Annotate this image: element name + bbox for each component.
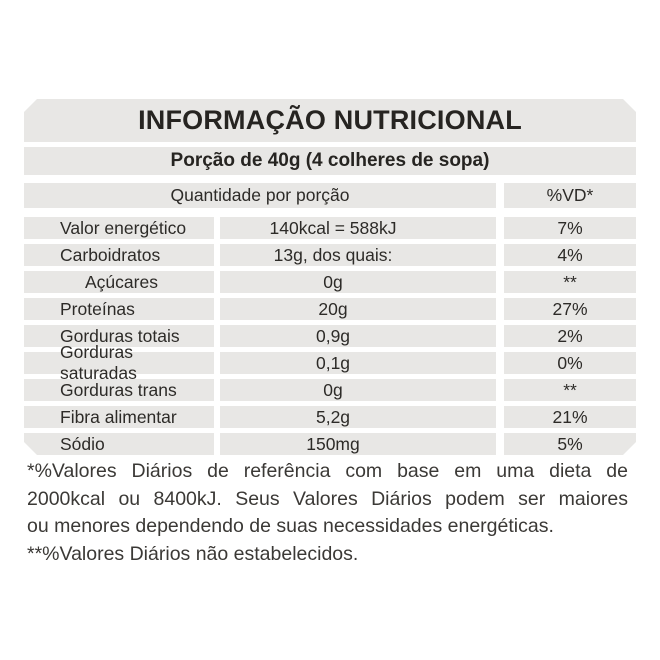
nutrient-name: Carboidratos	[24, 244, 214, 266]
nutrient-name: Gorduras totais	[24, 325, 214, 347]
nutrient-name: Valor energético	[24, 217, 214, 239]
nutrient-row: Gorduras totais 0,9g 2%	[24, 325, 636, 347]
column-header-quantity: Quantidade por porção	[24, 183, 496, 208]
nutrient-row: Sódio 150mg 5%	[24, 433, 636, 455]
nutrient-dv: 4%	[504, 244, 636, 266]
nutrient-amount: 0g	[220, 379, 496, 401]
nutrition-table: INFORMAÇÃO NUTRICIONAL Porção de 40g (4 …	[24, 99, 636, 455]
nutrient-dv: 7%	[504, 217, 636, 239]
nutrient-dv: 5%	[504, 433, 636, 455]
nutrient-rows: Valor energético 140kcal = 588kJ 7% Carboid…	[24, 217, 636, 455]
nutrient-name: Proteínas	[24, 298, 214, 320]
nutrient-row: Valor energético 140kcal = 588kJ 7%	[24, 217, 636, 239]
nutrient-amount: 0,9g	[220, 325, 496, 347]
nutrient-row: Carboidratos 13g, dos quais: 4%	[24, 244, 636, 266]
nutrient-amount: 0,1g	[220, 352, 496, 374]
footnotes: *%Valores Diários de referência com base…	[27, 458, 628, 568]
portion-size: Porção de 40g (4 colheres de sopa)	[24, 147, 636, 175]
nutrient-name: Açúcares	[24, 271, 214, 293]
nutrient-row: Fibra alimentar 5,2g 21%	[24, 406, 636, 428]
nutrient-row: Proteínas 20g 27%	[24, 298, 636, 320]
nutrient-dv: 0%	[504, 352, 636, 374]
footnote-line-3: ou menores dependendo de suas necessidad…	[27, 515, 554, 537]
nutrient-amount: 150mg	[220, 433, 496, 455]
nutrient-dv: 27%	[504, 298, 636, 320]
footnote-line-2: 2000kcal ou 8400kJ. Seus Valores Diários…	[27, 487, 628, 510]
nutrient-row: Gorduras trans 0g **	[24, 379, 636, 401]
nutrient-amount: 13g, dos quais:	[220, 244, 496, 266]
nutrient-row: Açúcares 0g **	[24, 271, 636, 293]
nutrition-title: INFORMAÇÃO NUTRICIONAL	[24, 99, 636, 142]
nutrient-amount: 20g	[220, 298, 496, 320]
nutrient-dv: 21%	[504, 406, 636, 428]
nutrient-name: Fibra alimentar	[24, 406, 214, 428]
nutrient-amount: 5,2g	[220, 406, 496, 428]
footnote-line-1: *%Valores Diários de referência com base…	[27, 460, 628, 482]
table-header-row: Quantidade por porção %VD*	[24, 183, 636, 208]
nutrient-row: Gorduras saturadas 0,1g 0%	[24, 342, 636, 383]
footnote-line-4: **%Valores Diários não estabelecidos.	[27, 542, 359, 565]
nutrient-dv: **	[504, 379, 636, 401]
nutrient-dv: **	[504, 271, 636, 293]
nutrient-name: Gorduras trans	[24, 379, 214, 401]
nutrient-dv: 2%	[504, 325, 636, 347]
nutrient-name: Gorduras saturadas	[24, 342, 214, 383]
nutrient-amount: 140kcal = 588kJ	[220, 217, 496, 239]
nutrient-name: Sódio	[24, 433, 214, 455]
nutrient-amount: 0g	[220, 271, 496, 293]
column-header-dv: %VD*	[504, 183, 636, 208]
